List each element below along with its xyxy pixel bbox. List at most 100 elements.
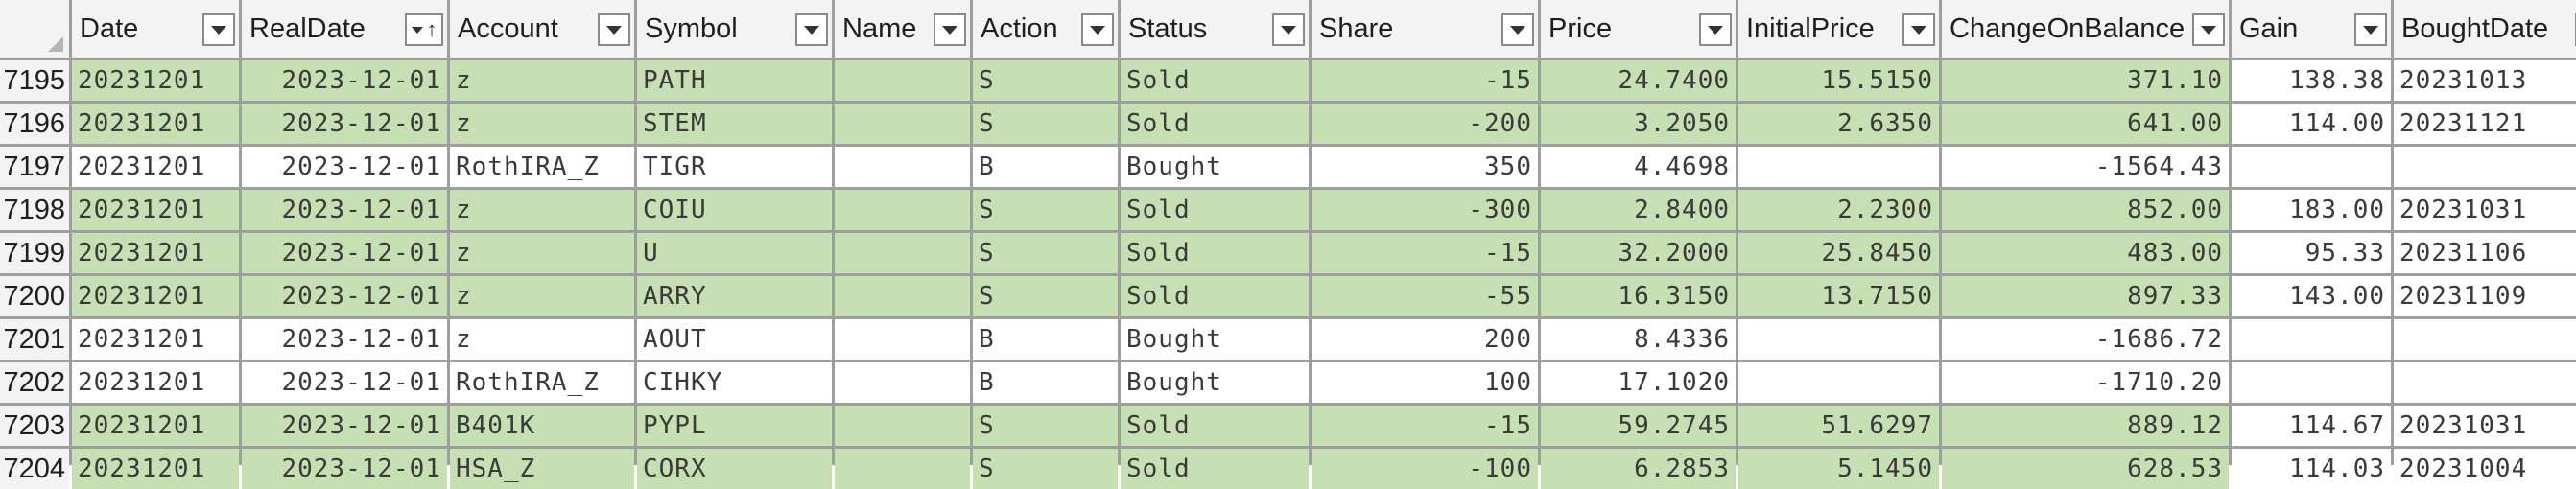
cell-share[interactable]: 200 — [1312, 319, 1538, 360]
cell-account[interactable]: z — [450, 104, 634, 144]
cell-account[interactable]: RothIRA_Z — [450, 362, 634, 403]
select-all-corner[interactable] — [0, 0, 69, 58]
cell-date[interactable]: 20231201 — [72, 406, 239, 446]
cell-gain[interactable]: 114.03 — [2232, 449, 2391, 489]
cell-changeonbalance[interactable]: 483.00 — [1942, 233, 2229, 273]
cell-symbol[interactable]: TIGR — [637, 147, 832, 187]
row-header[interactable]: 7202 — [0, 362, 69, 403]
row-header[interactable]: 7197 — [0, 147, 69, 187]
cell-realdate[interactable]: 2023-12-01 — [242, 449, 447, 489]
cell-name[interactable] — [835, 190, 970, 230]
cell-realdate[interactable]: 2023-12-01 — [242, 406, 447, 446]
cell-boughtdate[interactable]: 20231013 — [2394, 60, 2576, 101]
cell-share[interactable]: -15 — [1312, 406, 1538, 446]
cell-status[interactable]: Sold — [1121, 406, 1309, 446]
cell-date[interactable]: 20231201 — [72, 449, 239, 489]
cell-name[interactable] — [835, 233, 970, 273]
cell-action[interactable]: S — [973, 190, 1118, 230]
cell-share[interactable]: 350 — [1312, 147, 1538, 187]
cell-initialprice[interactable] — [1738, 147, 1939, 187]
cell-price[interactable]: 2.8400 — [1541, 190, 1736, 230]
cell-date[interactable]: 20231201 — [72, 362, 239, 403]
cell-realdate[interactable]: 2023-12-01 — [242, 60, 447, 101]
cell-changeonbalance[interactable]: 897.33 — [1942, 276, 2229, 316]
cell-name[interactable] — [835, 362, 970, 403]
column-header-account[interactable]: Account — [450, 0, 634, 58]
column-header-action[interactable]: Action — [973, 0, 1118, 58]
cell-name[interactable] — [835, 449, 970, 489]
cell-changeonbalance[interactable]: 889.12 — [1942, 406, 2229, 446]
cell-symbol[interactable]: STEM — [637, 104, 832, 144]
cell-boughtdate[interactable]: 20231031 — [2394, 190, 2576, 230]
cell-boughtdate[interactable] — [2394, 362, 2576, 403]
cell-action[interactable]: B — [973, 147, 1118, 187]
filter-dropdown-button[interactable] — [2354, 13, 2387, 46]
cell-realdate[interactable]: 2023-12-01 — [242, 319, 447, 360]
cell-initialprice[interactable]: 13.7150 — [1738, 276, 1939, 316]
cell-status[interactable]: Bought — [1121, 362, 1309, 403]
cell-action[interactable]: S — [973, 233, 1118, 273]
cell-gain[interactable] — [2232, 362, 2391, 403]
filter-dropdown-button[interactable] — [1902, 13, 1935, 46]
cell-symbol[interactable]: AOUT — [637, 319, 832, 360]
cell-account[interactable]: z — [450, 190, 634, 230]
cell-date[interactable]: 20231201 — [72, 233, 239, 273]
cell-gain[interactable] — [2232, 319, 2391, 360]
cell-action[interactable]: S — [973, 406, 1118, 446]
row-header[interactable]: 7199 — [0, 233, 69, 273]
cell-symbol[interactable]: CIHKY — [637, 362, 832, 403]
cell-boughtdate[interactable]: 20231004 — [2394, 449, 2576, 489]
column-header-changeonbalance[interactable]: ChangeOnBalance — [1942, 0, 2229, 58]
cell-initialprice[interactable]: 15.5150 — [1738, 60, 1939, 101]
cell-symbol[interactable]: ARRY — [637, 276, 832, 316]
cell-price[interactable]: 32.2000 — [1541, 233, 1736, 273]
cell-account[interactable]: z — [450, 276, 634, 316]
cell-price[interactable]: 8.4336 — [1541, 319, 1736, 360]
cell-share[interactable]: -100 — [1312, 449, 1538, 489]
cell-account[interactable]: z — [450, 60, 634, 101]
cell-changeonbalance[interactable]: 641.00 — [1942, 104, 2229, 144]
cell-name[interactable] — [835, 406, 970, 446]
cell-changeonbalance[interactable]: -1686.72 — [1942, 319, 2229, 360]
filter-dropdown-button[interactable] — [1081, 13, 1114, 46]
cell-realdate[interactable]: 2023-12-01 — [242, 362, 447, 403]
cell-account[interactable]: HSA_Z — [450, 449, 634, 489]
cell-account[interactable]: B401K — [450, 406, 634, 446]
cell-symbol[interactable]: U — [637, 233, 832, 273]
cell-gain[interactable]: 95.33 — [2232, 233, 2391, 273]
cell-price[interactable]: 24.7400 — [1541, 60, 1736, 101]
cell-share[interactable]: 100 — [1312, 362, 1538, 403]
cell-changeonbalance[interactable]: 628.53 — [1942, 449, 2229, 489]
cell-status[interactable]: Sold — [1121, 104, 1309, 144]
cell-status[interactable]: Sold — [1121, 449, 1309, 489]
cell-action[interactable]: B — [973, 319, 1118, 360]
column-header-initialprice[interactable]: InitialPrice — [1738, 0, 1939, 58]
cell-initialprice[interactable]: 5.1450 — [1738, 449, 1939, 489]
cell-realdate[interactable]: 2023-12-01 — [242, 147, 447, 187]
cell-name[interactable] — [835, 276, 970, 316]
cell-date[interactable]: 20231201 — [72, 276, 239, 316]
cell-changeonbalance[interactable]: -1564.43 — [1942, 147, 2229, 187]
cell-initialprice[interactable]: 2.2300 — [1738, 190, 1939, 230]
column-header-symbol[interactable]: Symbol — [637, 0, 832, 58]
cell-date[interactable]: 20231201 — [72, 147, 239, 187]
cell-initialprice[interactable]: 25.8450 — [1738, 233, 1939, 273]
cell-price[interactable]: 17.1020 — [1541, 362, 1736, 403]
row-header[interactable]: 7195 — [0, 60, 69, 101]
cell-date[interactable]: 20231201 — [72, 190, 239, 230]
row-header[interactable]: 7198 — [0, 190, 69, 230]
cell-symbol[interactable]: COIU — [637, 190, 832, 230]
cell-symbol[interactable]: PATH — [637, 60, 832, 101]
cell-initialprice[interactable]: 51.6297 — [1738, 406, 1939, 446]
row-header[interactable]: 7203 — [0, 406, 69, 446]
cell-symbol[interactable]: PYPL — [637, 406, 832, 446]
row-header[interactable]: 7200 — [0, 276, 69, 316]
cell-price[interactable]: 16.3150 — [1541, 276, 1736, 316]
cell-account[interactable]: z — [450, 319, 634, 360]
cell-boughtdate[interactable]: 20231031 — [2394, 406, 2576, 446]
filter-dropdown-button[interactable] — [934, 13, 966, 46]
cell-gain[interactable] — [2232, 147, 2391, 187]
row-header[interactable]: 7204 — [0, 449, 69, 489]
cell-realdate[interactable]: 2023-12-01 — [242, 190, 447, 230]
cell-realdate[interactable]: 2023-12-01 — [242, 104, 447, 144]
